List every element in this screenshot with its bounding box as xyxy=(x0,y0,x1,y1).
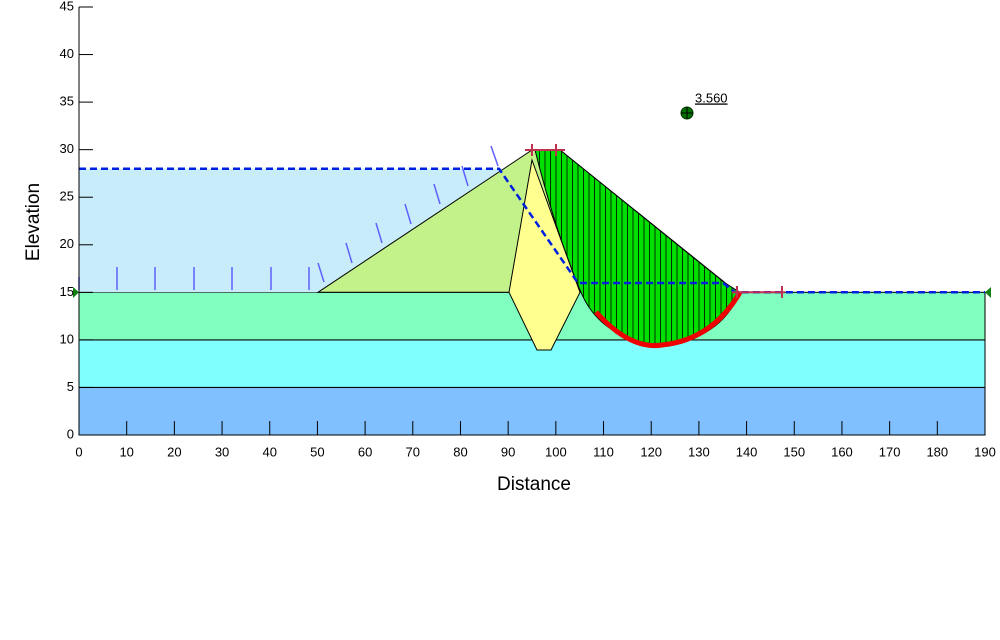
y-tick-label: 20 xyxy=(60,236,74,251)
x-tick-label: 100 xyxy=(545,444,567,459)
factor-of-safety: 3.560 xyxy=(695,90,728,105)
entry-exit-markers xyxy=(525,144,785,298)
x-tick-label: 0 xyxy=(75,444,82,459)
x-tick-label: 80 xyxy=(453,444,467,459)
y-tick-label: 10 xyxy=(60,331,74,346)
x-tick-label: 90 xyxy=(501,444,515,459)
slip-surface xyxy=(594,291,743,349)
x-tick-label: 180 xyxy=(926,444,948,459)
y-tick-label: 30 xyxy=(60,141,74,156)
x-tick-label: 30 xyxy=(215,444,229,459)
layer-middle xyxy=(78,339,986,388)
model-geometry: 3.560 xyxy=(73,90,991,436)
x-axis-title: Distance xyxy=(497,474,571,495)
x-tick-label: 50 xyxy=(310,444,324,459)
x-tick-label: 140 xyxy=(736,444,758,459)
x-tick-label: 110 xyxy=(593,444,614,459)
x-tick-label: 40 xyxy=(263,444,277,459)
y-tick-label: 15 xyxy=(60,284,74,299)
y-tick-label: 25 xyxy=(60,189,74,204)
y-tick-label: 0 xyxy=(67,426,74,441)
y-tick-label: 5 xyxy=(67,379,74,394)
x-tick-label: 20 xyxy=(167,444,181,459)
y-tick-label: 35 xyxy=(60,94,74,109)
x-tick-label: 190 xyxy=(974,444,996,459)
y-tick-label: 40 xyxy=(60,46,74,61)
reservoir xyxy=(79,168,504,293)
y-axis-title: Elevation xyxy=(23,183,44,261)
pressure-arrows xyxy=(78,145,499,290)
x-tick-label: 170 xyxy=(879,444,901,459)
x-tick-label: 150 xyxy=(783,444,805,459)
x-tick-label: 60 xyxy=(358,444,372,459)
x-tick-label: 160 xyxy=(831,444,853,459)
x-tick-label: 70 xyxy=(406,444,420,459)
layer-bottom xyxy=(78,386,986,436)
x-tick-label: 120 xyxy=(640,444,662,459)
x-tick-label: 130 xyxy=(688,444,710,459)
y-tick-label: 45 xyxy=(60,0,74,13)
x-tick-label: 10 xyxy=(119,444,133,459)
